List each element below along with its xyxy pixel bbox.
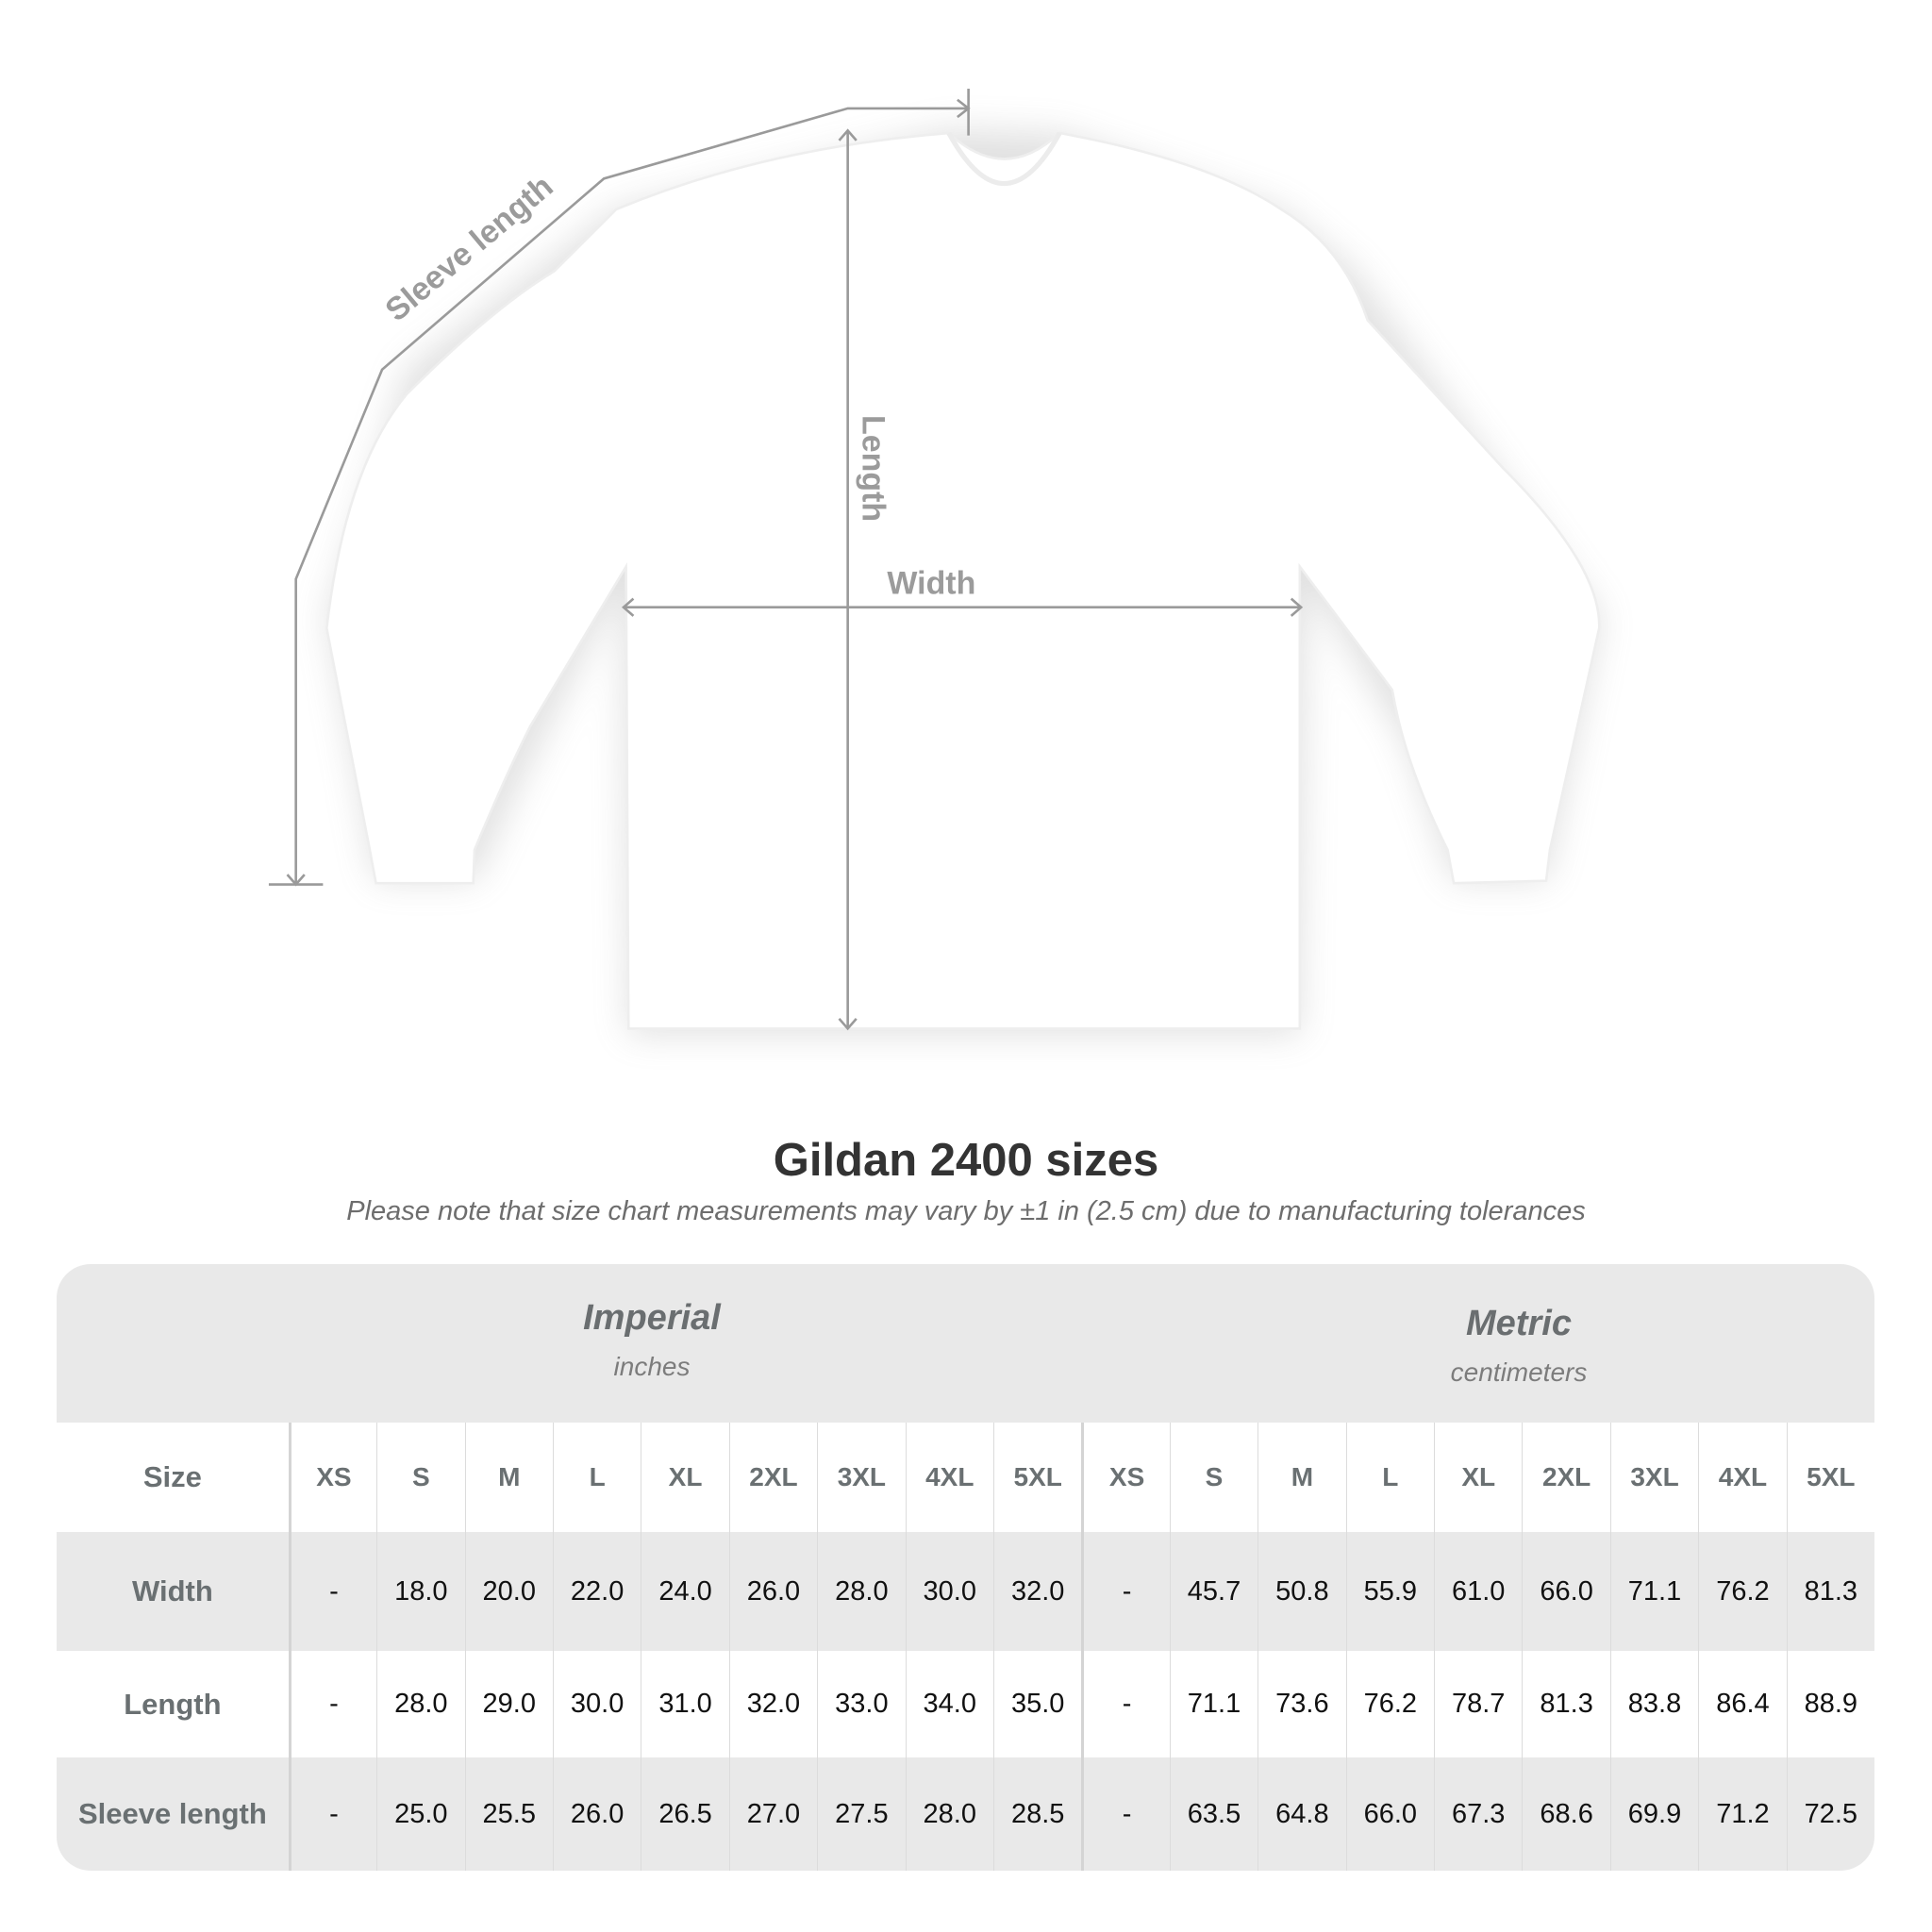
metric-value: 66.0	[1345, 1757, 1434, 1871]
imperial-value: 28.0	[376, 1651, 464, 1757]
imperial-value: 28.5	[992, 1757, 1081, 1871]
imperial-value: 22.0	[552, 1532, 641, 1651]
metric-value: 86.4	[1698, 1651, 1786, 1757]
imperial-size-header: 4XL	[905, 1423, 993, 1532]
metric-value: 88.9	[1786, 1651, 1874, 1757]
metric-value: 67.3	[1434, 1757, 1522, 1871]
metric-size-header: XL	[1434, 1423, 1522, 1532]
imperial-value: 31.0	[641, 1651, 728, 1757]
imperial-size-header: 2XL	[728, 1423, 817, 1532]
imperial-value: 25.5	[464, 1757, 553, 1871]
tolerance-note: Please note that size chart measurements…	[346, 1196, 1586, 1226]
imperial-value: 28.0	[905, 1757, 993, 1871]
size-table: Imperial inches Metric centimeters Size X…	[57, 1264, 1874, 1871]
metric-size-header: S	[1169, 1423, 1257, 1532]
imperial-value: 27.5	[817, 1757, 905, 1871]
imperial-header: Imperial inches	[322, 1298, 982, 1382]
imperial-size-header: M	[464, 1423, 553, 1532]
metric-value: -	[1081, 1532, 1169, 1651]
imperial-value: 20.0	[464, 1532, 553, 1651]
imperial-value: -	[288, 1532, 376, 1651]
table-row: Width -18.0 20.0 22.0 24.0 26.0 28.0 30.0 32.0-4…	[57, 1532, 1874, 1651]
metric-value: 55.9	[1345, 1532, 1434, 1651]
metric-size-header: 3XL	[1609, 1423, 1698, 1532]
unit-header-band: Imperial inches Metric centimeters	[57, 1264, 1874, 1423]
imperial-title: Imperial	[583, 1298, 721, 1338]
imperial-value: 30.0	[552, 1651, 641, 1757]
metric-value: 76.2	[1698, 1532, 1786, 1651]
shirt-body	[325, 131, 1601, 1030]
metric-value: 63.5	[1169, 1757, 1257, 1871]
metric-value: 78.7	[1434, 1651, 1522, 1757]
metric-value: 50.8	[1257, 1532, 1345, 1651]
length-label: Length	[855, 415, 891, 522]
metric-value: 68.6	[1522, 1757, 1609, 1871]
imperial-value: 24.0	[641, 1532, 728, 1651]
imperial-size-header: S	[376, 1423, 464, 1532]
size-row-label: Size	[142, 1460, 202, 1493]
row-label: Length	[124, 1687, 222, 1721]
metric-size-header: 4XL	[1698, 1423, 1786, 1532]
metric-value: 72.5	[1786, 1757, 1874, 1871]
imperial-value: 32.0	[992, 1532, 1081, 1651]
metric-value: 76.2	[1345, 1651, 1434, 1757]
imperial-size-header: L	[552, 1423, 641, 1532]
metric-value: 71.2	[1698, 1757, 1786, 1871]
imperial-value: 27.0	[728, 1757, 817, 1871]
measure-lines	[268, 89, 1304, 1031]
imperial-size-header: XL	[641, 1423, 728, 1532]
metric-size-header: L	[1345, 1423, 1434, 1532]
shirt-diagram: Sleeve length Length Width	[268, 89, 1602, 1035]
metric-value: 81.3	[1786, 1532, 1874, 1651]
imperial-size-header: 5XL	[992, 1423, 1081, 1532]
chart-title: Gildan 2400 sizes	[773, 1135, 1159, 1186]
metric-value: -	[1081, 1757, 1169, 1871]
imperial-value: 29.0	[464, 1651, 553, 1757]
imperial-value: 18.0	[376, 1532, 464, 1651]
imperial-size-header: XS	[288, 1423, 376, 1532]
imperial-value: 35.0	[992, 1651, 1081, 1757]
metric-size-header: 2XL	[1522, 1423, 1609, 1532]
imperial-value: -	[288, 1651, 376, 1757]
metric-value: 45.7	[1169, 1532, 1257, 1651]
imperial-value: 28.0	[817, 1532, 905, 1651]
metric-header: Metric centimeters	[1189, 1304, 1849, 1388]
metric-value: 69.9	[1609, 1757, 1698, 1871]
imperial-unit: inches	[613, 1352, 691, 1381]
size-header-row: Size XS S M L XL 2XL 3XL 4XL 5XL XS S M L XL 2XL 3XL 4XL 5…	[57, 1423, 1874, 1532]
table-row: Length -28.0 29.0 30.0 31.0 32.0 33.0 34.0 35.0-…	[57, 1651, 1874, 1757]
imperial-value: 30.0	[905, 1532, 993, 1651]
metric-size-header: XS	[1081, 1423, 1169, 1532]
metric-size-header: 5XL	[1786, 1423, 1874, 1532]
metric-value: 61.0	[1434, 1532, 1522, 1651]
table-row: Sleeve length -25.0 25.5 26.0 26.5 27.0 27.5 28…	[57, 1757, 1874, 1871]
width-label: Width	[887, 565, 975, 601]
imperial-value: 26.5	[641, 1757, 728, 1871]
metric-value: 83.8	[1609, 1651, 1698, 1757]
imperial-size-header: 3XL	[817, 1423, 905, 1532]
metric-value: 81.3	[1522, 1651, 1609, 1757]
metric-title: Metric	[1466, 1304, 1572, 1343]
metric-value: 71.1	[1169, 1651, 1257, 1757]
collar	[946, 131, 1062, 186]
imperial-value: 34.0	[905, 1651, 993, 1757]
imperial-value: 26.0	[728, 1532, 817, 1651]
metric-value: 66.0	[1522, 1532, 1609, 1651]
metric-unit: centimeters	[1450, 1357, 1588, 1387]
metric-value: 71.1	[1609, 1532, 1698, 1651]
row-label: Sleeve length	[77, 1797, 267, 1830]
imperial-value: -	[288, 1757, 376, 1871]
metric-value: -	[1081, 1651, 1169, 1757]
metric-value: 64.8	[1257, 1757, 1345, 1871]
imperial-value: 25.0	[376, 1757, 464, 1871]
metric-value: 73.6	[1257, 1651, 1345, 1757]
imperial-value: 26.0	[552, 1757, 641, 1871]
metric-size-header: M	[1257, 1423, 1345, 1532]
row-label: Width	[131, 1574, 213, 1607]
imperial-value: 33.0	[817, 1651, 905, 1757]
imperial-value: 32.0	[728, 1651, 817, 1757]
